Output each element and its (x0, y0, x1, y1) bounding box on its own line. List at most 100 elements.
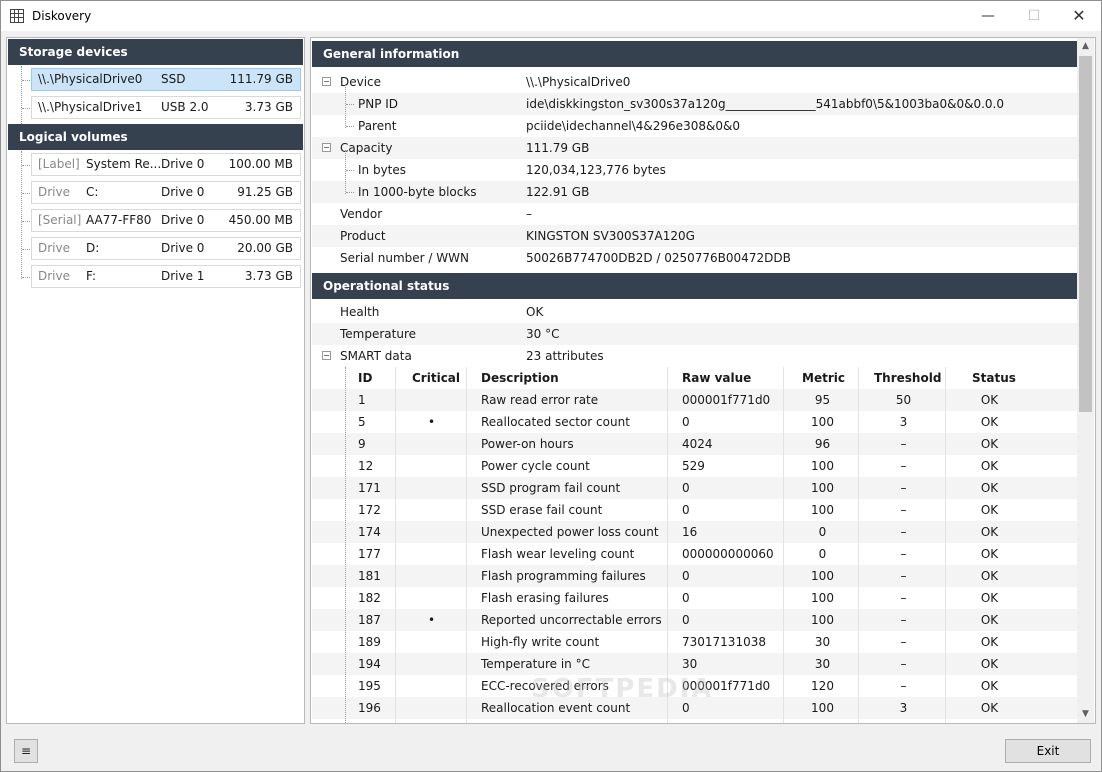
close-button[interactable]: ✕ (1072, 6, 1086, 25)
logical-volume-row[interactable]: [Serial] AA77-FF80 Drive 0 450.00 MB (31, 209, 301, 232)
collapse-icon[interactable]: − (322, 351, 331, 360)
smart-table-header: ID Critical Description Raw value Metric… (312, 367, 1077, 389)
property-name: Health (340, 305, 380, 319)
attribute-metric: 100 (811, 613, 834, 627)
volume-drive: Drive 0 (161, 157, 205, 171)
smart-attribute-row[interactable]: 182 Flash erasing failures 0 100 – OK (312, 587, 1077, 609)
col-description[interactable]: Description (481, 371, 559, 385)
property-value: ide\diskkingston_sv300s37a120g__________… (526, 97, 1005, 111)
logical-volume-row[interactable]: Drive C: Drive 0 91.25 GB (31, 181, 301, 204)
title-bar: Diskovery — ☐ ✕ (1, 1, 1101, 31)
logical-volume-row[interactable]: [Label] System Re... Drive 0 100.00 MB (31, 153, 301, 176)
volume-tag: Drive (38, 241, 70, 255)
attribute-id: 196 (358, 701, 381, 715)
minimize-button[interactable]: — (981, 8, 995, 24)
volume-tag: [Label] (38, 157, 80, 171)
tree-line (22, 165, 30, 166)
attribute-metric: 30 (814, 657, 831, 671)
attribute-raw-value: 000001f771d0 (682, 679, 771, 693)
volume-name: F: (86, 269, 97, 283)
property-name: Device (340, 75, 382, 89)
vertical-scrollbar[interactable]: ▲ ▼ (1077, 38, 1094, 723)
window-title: Diskovery (32, 9, 92, 23)
general-info-row: Vendor – (312, 203, 1077, 225)
attribute-critical: • (428, 415, 436, 429)
volume-tag: Drive (38, 185, 70, 199)
menu-button[interactable]: ≡ (14, 739, 38, 763)
volume-name: C: (86, 185, 99, 199)
attribute-threshold: – (900, 459, 907, 473)
tree-line (346, 104, 354, 105)
attribute-description: Reallocation event count (481, 701, 631, 715)
smart-attribute-row[interactable]: 5 • Reallocated sector count 0 100 3 OK (312, 411, 1077, 433)
general-info-row: PNP ID ide\diskkingston_sv300s37a120g____… (312, 93, 1077, 115)
attribute-raw-value: 000001f771d0 (682, 393, 771, 407)
tree-line (345, 367, 346, 723)
column-divider (945, 367, 946, 723)
scroll-up-icon[interactable]: ▲ (1082, 41, 1089, 51)
smart-attribute-row[interactable]: 172 SSD erase fail count 0 100 – OK (312, 499, 1077, 521)
attribute-metric: 100 (811, 459, 834, 473)
general-info-row: − Capacity 111.79 GB (312, 137, 1077, 159)
smart-attribute-row[interactable]: 9 Power-on hours 4024 96 – OK (312, 433, 1077, 455)
attribute-id: 189 (358, 635, 381, 649)
storage-device-row[interactable]: \\.\PhysicalDrive1 USB 2.0 3.73 GB (31, 96, 301, 119)
smart-attribute-row[interactable]: 174 Unexpected power loss count 16 0 – OK (312, 521, 1077, 543)
attribute-threshold: – (900, 635, 907, 649)
property-value: KINGSTON SV300S37A120G (526, 229, 695, 243)
smart-attribute-row[interactable]: 1 Raw read error rate 000001f771d0 95 50 OK (312, 389, 1077, 411)
property-value: pciide\idechannel\4&296e308&0&0 (526, 119, 740, 133)
volume-size: 3.73 GB (244, 269, 293, 283)
attribute-threshold: – (900, 613, 907, 627)
attribute-status: OK (980, 591, 999, 605)
device-name: \\.\PhysicalDrive0 (38, 72, 143, 86)
tree-line (21, 151, 22, 279)
maximize-button[interactable]: ☐ (1027, 8, 1041, 24)
logical-volume-row[interactable]: Drive D: Drive 0 20.00 GB (31, 237, 301, 260)
scroll-down-icon[interactable]: ▼ (1082, 709, 1089, 719)
attribute-status: OK (980, 569, 999, 583)
smart-attribute-row[interactable]: 181 Flash programming failures 0 100 – OK (312, 565, 1077, 587)
col-metric[interactable]: Metric (802, 371, 845, 385)
smart-attribute-row[interactable]: 171 SSD program fail count 0 100 – OK (312, 477, 1077, 499)
scroll-thumb[interactable] (1079, 56, 1092, 412)
smart-attribute-row[interactable]: 194 Temperature in °C 30 30 – OK (312, 653, 1077, 675)
attribute-id: 12 (358, 459, 374, 473)
exit-button[interactable]: Exit (1005, 739, 1091, 763)
property-name: Product (340, 229, 386, 243)
attribute-description: Raw read error rate (481, 393, 599, 407)
volume-tag: [Serial] (38, 213, 82, 227)
smart-attribute-row[interactable]: 187 • Reported uncorrectable errors 0 100 – OK (312, 609, 1077, 631)
attribute-threshold: – (900, 679, 907, 693)
attribute-metric: 100 (811, 569, 834, 583)
smart-attribute-row[interactable]: 196 Reallocation event count 0 100 3 OK (312, 697, 1077, 719)
logical-volume-row[interactable]: Drive F: Drive 1 3.73 GB (31, 265, 301, 288)
col-threshold[interactable]: Threshold (874, 371, 942, 385)
attribute-description: Reported uncorrectable errors (481, 613, 662, 627)
col-id[interactable]: ID (358, 371, 373, 385)
attribute-threshold: 3 (899, 701, 908, 715)
device-type: SSD (161, 72, 186, 86)
collapse-icon[interactable]: − (322, 77, 331, 86)
col-status[interactable]: Status (972, 371, 1016, 385)
tree-line (22, 193, 30, 194)
property-value: 30 °C (526, 327, 560, 341)
tree-line (346, 126, 354, 127)
volume-drive: Drive 0 (161, 213, 205, 227)
col-raw-value[interactable]: Raw value (682, 371, 752, 385)
tree-line (346, 192, 354, 193)
operational-status-row: Health OK (312, 301, 1077, 323)
col-critical[interactable]: Critical (412, 371, 461, 385)
property-name: Capacity (340, 141, 393, 155)
storage-device-row[interactable]: \\.\PhysicalDrive0 SSD 111.79 GB (31, 68, 301, 91)
smart-attribute-row[interactable]: 189 High-fly write count 73017131038 30 – OK (312, 631, 1077, 653)
volume-tag: Drive (38, 269, 70, 283)
smart-attribute-row[interactable]: 195 ECC-recovered errors 000001f771d0 120 – O… (312, 675, 1077, 697)
smart-attribute-row[interactable]: 12 Power cycle count 529 100 – OK (312, 455, 1077, 477)
attribute-status: OK (980, 635, 999, 649)
attribute-status: OK (980, 657, 999, 671)
attribute-description: Reallocated sector count (481, 415, 630, 429)
smart-attribute-row[interactable]: 177 Flash wear leveling count 000000000060… (312, 543, 1077, 565)
property-value: 23 attributes (526, 349, 604, 363)
collapse-icon[interactable]: − (322, 143, 331, 152)
